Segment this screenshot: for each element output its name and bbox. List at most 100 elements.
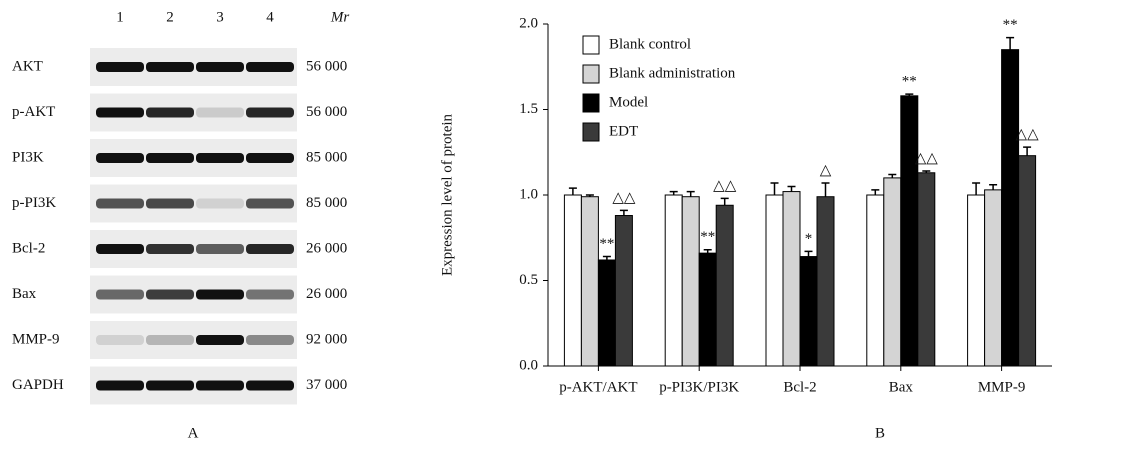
bar: [985, 190, 1002, 366]
band: [196, 335, 244, 345]
error-bar: [620, 210, 628, 215]
significance-mark: **: [700, 229, 715, 245]
protein-label: AKT: [12, 58, 43, 74]
band: [146, 153, 194, 163]
lane-label: 3: [216, 9, 224, 25]
legend-label: Blank administration: [609, 65, 736, 81]
bar: [615, 216, 632, 366]
y-tick-label: 1.0: [519, 186, 538, 202]
band: [196, 381, 244, 391]
bar: [817, 197, 834, 366]
error-bar: [1023, 147, 1031, 156]
bar: [598, 260, 615, 366]
bar: [766, 195, 783, 366]
y-axis-label: Expression level of protein: [439, 113, 455, 276]
band: [96, 381, 144, 391]
legend-swatch: [583, 36, 599, 54]
error-bar: [871, 190, 879, 195]
y-tick-label: 2.0: [519, 15, 538, 31]
legend-swatch: [583, 65, 599, 83]
panel-label: B: [875, 425, 885, 441]
error-bar: [888, 174, 896, 177]
bar: [968, 195, 985, 366]
bar: [665, 195, 682, 366]
y-tick-label: 0.5: [519, 272, 538, 288]
legend-label: EDT: [609, 123, 638, 139]
band: [146, 62, 194, 72]
mr-value: 26 000: [306, 240, 347, 256]
band: [96, 199, 144, 209]
significance-mark: **: [1003, 17, 1018, 33]
legend-label: Model: [609, 94, 648, 110]
y-tick-label: 0.0: [519, 357, 538, 373]
mr-header: Mr: [330, 9, 349, 25]
band: [196, 199, 244, 209]
significance-mark: **: [902, 74, 917, 90]
lane-label: 4: [266, 9, 274, 25]
mr-value: 56 000: [306, 58, 347, 74]
band: [146, 381, 194, 391]
bar: [1019, 156, 1036, 366]
band: [146, 199, 194, 209]
bar: [564, 195, 581, 366]
bar: [581, 197, 598, 366]
protein-label: PI3K: [12, 149, 44, 165]
mr-value: 56 000: [306, 104, 347, 120]
significance-mark: △△: [713, 178, 737, 194]
mr-value: 85 000: [306, 149, 347, 165]
error-bar: [771, 183, 779, 195]
band: [96, 290, 144, 300]
protein-label: p-PI3K: [12, 195, 56, 211]
band: [246, 244, 294, 254]
band: [246, 290, 294, 300]
bar: [1002, 50, 1019, 366]
band: [246, 335, 294, 345]
legend-swatch: [583, 123, 599, 141]
band: [196, 108, 244, 118]
error-bar: [805, 251, 813, 256]
bar: [918, 173, 935, 366]
page: Mr A B Expression level of protein 1234A…: [0, 0, 1124, 453]
protein-label: p-AKT: [12, 104, 55, 120]
panel-label: A: [188, 425, 199, 441]
bar: [699, 253, 716, 366]
mr-value: 37 000: [306, 377, 347, 393]
protein-label: Bcl-2: [12, 240, 45, 256]
lane-label: 2: [166, 9, 174, 25]
band: [96, 335, 144, 345]
mr-value: 26 000: [306, 286, 347, 302]
band: [196, 153, 244, 163]
significance-mark: △△: [915, 150, 939, 166]
x-tick-label: p-AKT/AKT: [559, 379, 637, 395]
error-bar: [788, 186, 796, 191]
x-tick-label: p-PI3K/PI3K: [659, 379, 739, 395]
x-tick-label: Bax: [889, 379, 914, 395]
bar: [716, 205, 733, 366]
band: [246, 153, 294, 163]
band: [246, 381, 294, 391]
protein-label: Bax: [12, 286, 37, 302]
band: [146, 244, 194, 254]
significance-mark: △: [820, 162, 832, 178]
band: [146, 335, 194, 345]
band: [96, 244, 144, 254]
significance-mark: △△: [1016, 127, 1040, 143]
band: [246, 108, 294, 118]
legend-label: Blank control: [609, 36, 691, 52]
band: [146, 108, 194, 118]
error-bar: [670, 192, 678, 195]
band: [96, 108, 144, 118]
bar: [884, 178, 901, 366]
bar: [867, 195, 884, 366]
significance-mark: *: [805, 231, 813, 247]
band: [196, 290, 244, 300]
legend-swatch: [583, 94, 599, 112]
significance-mark: **: [599, 236, 614, 252]
significance-mark: △△: [612, 190, 636, 206]
band: [246, 62, 294, 72]
bar: [901, 96, 918, 366]
error-bar: [603, 257, 611, 260]
x-tick-label: Bcl-2: [783, 379, 816, 395]
protein-label: MMP-9: [12, 331, 60, 347]
band: [96, 62, 144, 72]
